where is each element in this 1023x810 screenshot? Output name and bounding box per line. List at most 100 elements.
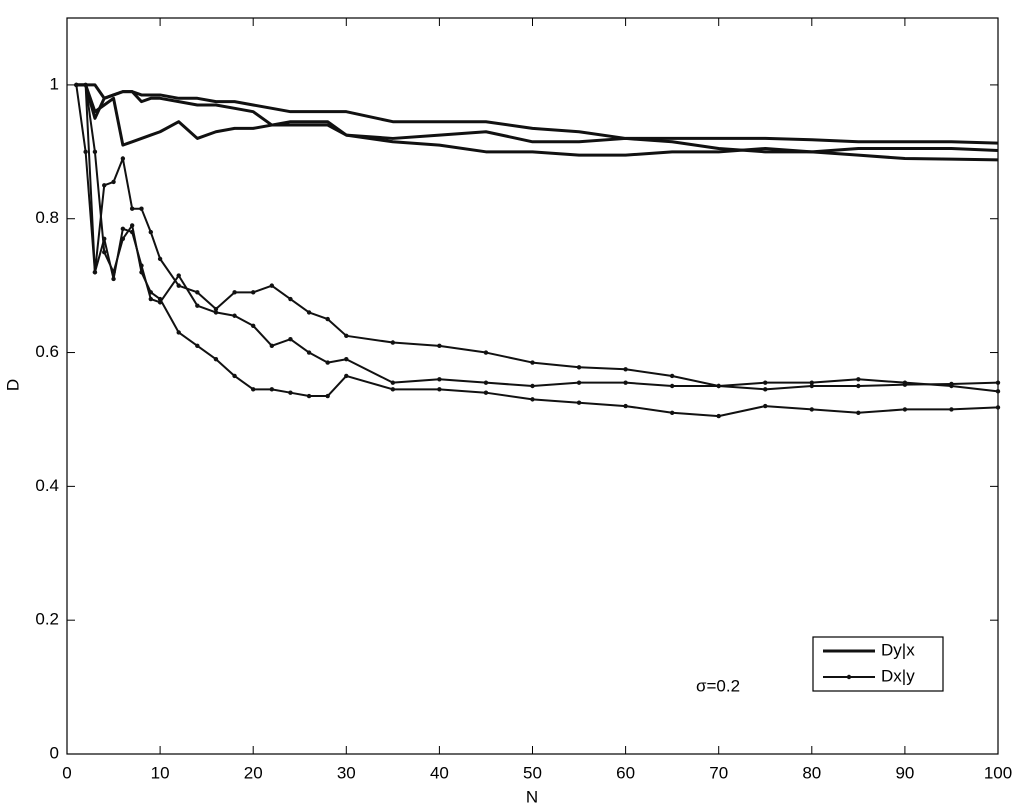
x-tick-label: 80: [802, 763, 821, 782]
series-marker: [232, 313, 237, 318]
series-marker: [856, 383, 861, 389]
series-marker: [716, 383, 721, 389]
series-marker: [288, 336, 293, 342]
series-marker: [213, 357, 219, 362]
series-marker: [306, 393, 312, 399]
series-marker: [716, 413, 721, 419]
series-marker: [809, 380, 814, 385]
x-tick-label: 30: [337, 763, 356, 782]
series-marker: [344, 373, 349, 379]
y-tick-label: 0: [50, 743, 59, 762]
series-marker: [763, 387, 768, 392]
series-marker: [213, 306, 219, 312]
series-marker: [483, 390, 489, 395]
series-marker: [83, 149, 88, 155]
series-marker: [148, 229, 153, 235]
series-marker: [325, 360, 330, 365]
series-marker: [288, 390, 293, 395]
series-marker: [92, 149, 98, 155]
series-marker: [148, 290, 153, 295]
y-tick-label: 0.6: [35, 342, 59, 361]
series-marker: [344, 357, 349, 362]
series-marker: [390, 380, 396, 385]
series-marker: [120, 236, 126, 241]
series-marker: [437, 377, 442, 382]
x-tick-label: 10: [151, 763, 170, 782]
legend-label: Dx|y: [881, 666, 915, 685]
series-marker: [269, 387, 275, 392]
series-marker: [102, 183, 107, 188]
series-marker: [809, 407, 814, 412]
series-marker: [576, 400, 582, 405]
series-marker: [74, 82, 79, 88]
series-marker: [176, 283, 181, 288]
series-marker: [949, 383, 954, 389]
series-marker: [483, 350, 489, 355]
y-tick-label: 0.8: [35, 208, 59, 227]
series-marker: [809, 383, 814, 389]
series-marker: [530, 383, 535, 389]
series-marker: [195, 303, 200, 308]
y-tick-label: 0.2: [35, 610, 59, 629]
series-marker: [325, 393, 330, 399]
series-marker: [995, 405, 1001, 410]
x-tick-label: 50: [523, 763, 542, 782]
series-marker: [288, 296, 293, 302]
series-marker: [139, 206, 144, 211]
series-marker: [111, 179, 116, 185]
series-marker: [251, 387, 256, 392]
series-marker: [483, 380, 489, 385]
series-marker: [902, 407, 908, 412]
x-tick-label: 70: [709, 763, 728, 782]
annotation: σ=0.2: [696, 676, 740, 695]
series-marker: [623, 367, 628, 372]
series-marker: [157, 296, 163, 302]
series-marker: [102, 249, 107, 255]
series-marker: [157, 256, 163, 262]
series-marker: [437, 387, 442, 392]
series-marker: [530, 360, 535, 365]
series-marker: [195, 343, 200, 349]
series-marker: [902, 380, 908, 385]
series-line: [76, 83, 999, 145]
series-marker: [111, 270, 116, 275]
legend-label: Dy|x: [881, 640, 915, 659]
y-tick-label: 0.4: [35, 476, 59, 495]
series-marker: [232, 290, 237, 295]
series-marker: [623, 380, 628, 385]
series-marker: [120, 226, 126, 231]
series-marker: [576, 365, 582, 370]
x-tick-label: 90: [895, 763, 914, 782]
series-marker: [269, 343, 275, 349]
series-marker: [148, 296, 153, 302]
series-marker: [129, 206, 135, 211]
series-marker: [437, 343, 442, 349]
series-marker: [306, 310, 312, 315]
series-marker: [949, 407, 954, 412]
series-marker: [669, 383, 675, 389]
series-marker: [856, 377, 861, 382]
y-tick-label: 1: [50, 74, 59, 93]
x-tick-label: 0: [62, 763, 71, 782]
series-marker: [111, 276, 116, 282]
series-marker: [92, 270, 98, 275]
series-marker: [669, 373, 675, 379]
series-marker: [120, 156, 126, 161]
series-marker: [325, 316, 330, 322]
x-tick-label: 100: [984, 763, 1012, 782]
series-marker: [669, 410, 675, 415]
series-marker: [344, 333, 349, 339]
y-axis-label: D: [3, 379, 22, 391]
series-marker: [83, 82, 88, 88]
series-marker: [306, 350, 312, 355]
series-marker: [530, 397, 535, 402]
series-marker: [763, 380, 768, 385]
series-line: [76, 83, 999, 162]
x-tick-label: 60: [616, 763, 635, 782]
series-marker: [576, 380, 582, 385]
series-marker: [995, 380, 1001, 385]
series-marker: [139, 270, 144, 275]
series-marker: [390, 340, 396, 345]
